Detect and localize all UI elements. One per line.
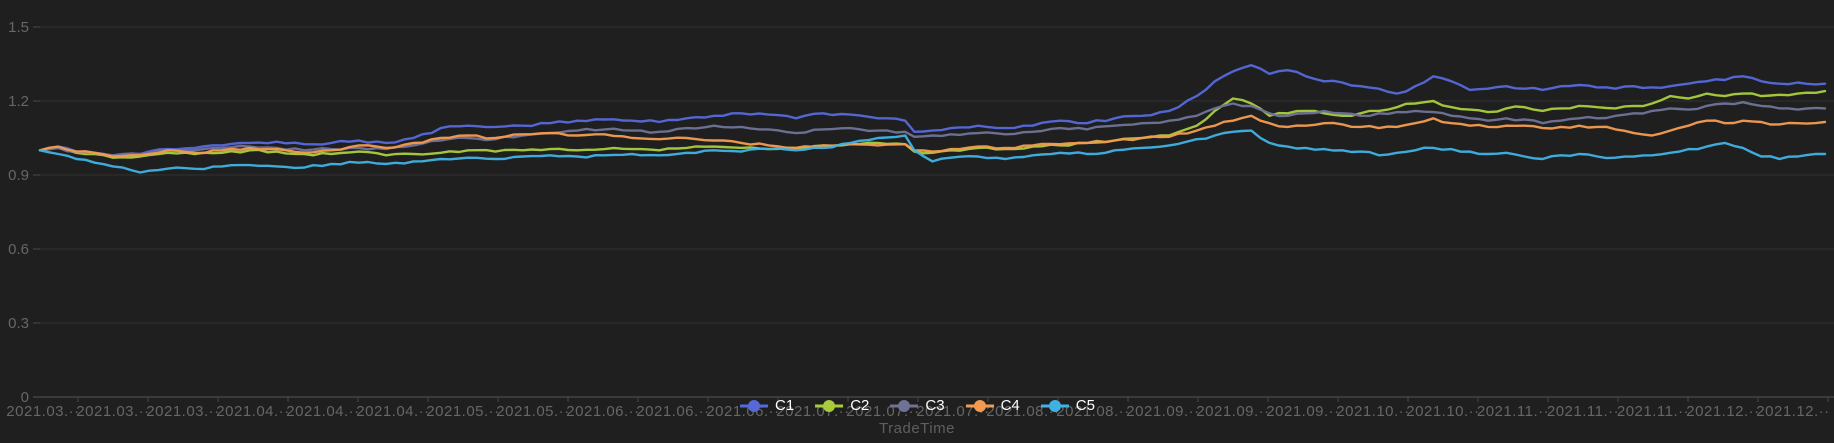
x-axis-title: TradeTime [879, 420, 955, 437]
x-axis-tick-label: 2021.10.·· [1406, 403, 1479, 420]
legend-label-c3: C3 [925, 397, 945, 414]
x-axis-tick-label: 2021.11.·· [1617, 403, 1689, 420]
legend-item-c4[interactable]: C4 [965, 398, 1020, 414]
chart-legend: C1 C2 C3 C4 C5 [739, 398, 1095, 414]
x-axis-tick-label: 2021.12.·· [1756, 403, 1829, 420]
legend-item-c5[interactable]: C5 [1040, 398, 1095, 414]
x-axis-tick-label: 2021.04.·· [286, 403, 359, 420]
y-axis-tick-label: 0 [21, 389, 29, 406]
series-line-c1[interactable] [38, 63, 1827, 158]
x-axis-tick-label: 2021.06.·· [566, 403, 639, 420]
x-axis-tick-label: 2021.08.·· [1056, 403, 1129, 420]
x-axis-tick-label: 2021.09.·· [1196, 403, 1269, 420]
legend-label-c2: C2 [850, 397, 870, 414]
line-series-icon [890, 400, 919, 412]
x-axis-tick-label: 2021.11.·· [1547, 403, 1619, 420]
line-series-icon [740, 400, 769, 412]
series-line-c4[interactable] [38, 114, 1827, 158]
x-axis-tick-label: 2021.09.·· [1266, 403, 1339, 420]
x-axis-tick-label: 2021.12.·· [1686, 403, 1759, 420]
x-axis-tick-label: 2021.03.·· [6, 403, 79, 420]
legend-item-c1[interactable]: C1 [739, 398, 794, 414]
y-axis-tick-label: 1.2 [8, 93, 29, 110]
legend-label-c5: C5 [1075, 397, 1095, 414]
series-line-c5[interactable] [38, 129, 1827, 174]
legend-item-c3[interactable]: C3 [889, 397, 945, 414]
x-axis-tick-label: 2021.03.·· [146, 403, 219, 420]
legend-item-c2[interactable]: C2 [814, 398, 869, 414]
y-axis-tick-label: 0.6 [8, 241, 29, 258]
y-axis-tick-label: 1.5 [8, 19, 29, 36]
x-axis-tick-label: 2021.06.·· [636, 403, 709, 420]
legend-label-c1: C1 [775, 397, 795, 414]
x-axis-tick-label: 2021.03.·· [76, 403, 149, 420]
y-axis-tick-label: 0.9 [8, 167, 29, 184]
x-axis-tick-label: 2021.04.·· [216, 403, 289, 420]
x-axis-tick-label: 2021.05.·· [426, 403, 499, 420]
line-series-icon [815, 400, 844, 412]
x-axis-tick-label: 2021.04.·· [356, 403, 429, 420]
x-axis-tick-label: 2021.11.·· [1477, 403, 1549, 420]
y-axis-tick-label: 0.3 [8, 315, 29, 332]
x-axis-tick-label: 2021.10.·· [1336, 403, 1409, 420]
line-series-icon [965, 400, 994, 412]
line-series-icon [1040, 400, 1069, 412]
x-axis-tick-label: 2021.09.·· [1126, 403, 1199, 420]
legend-label-c4: C4 [1000, 397, 1020, 414]
x-axis-tick-label: 2021.05.·· [496, 403, 569, 420]
